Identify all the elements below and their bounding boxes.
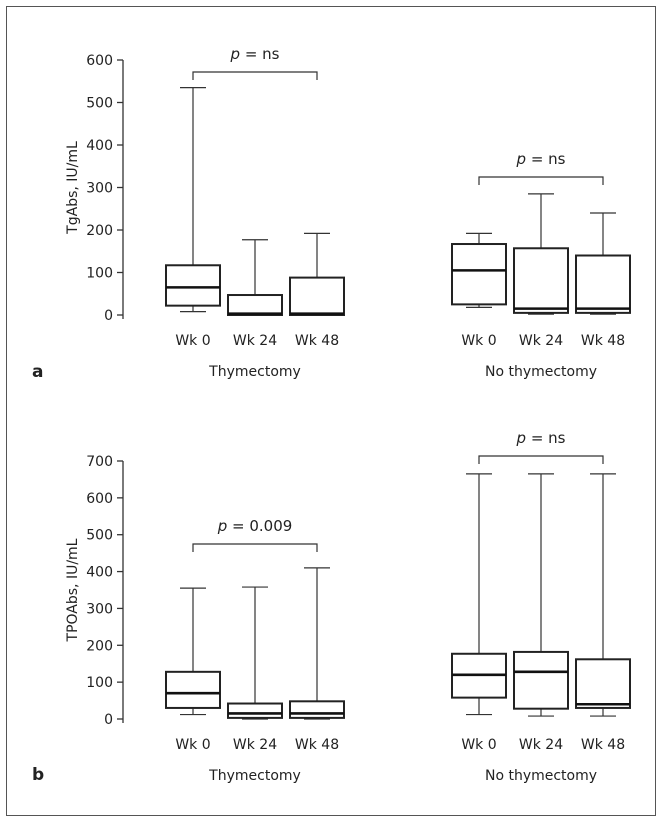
box-iqr xyxy=(575,254,631,314)
panel-letter: a xyxy=(32,362,43,382)
p-value-annotation: p = ns xyxy=(230,45,280,63)
x-category-label: Wk 0 xyxy=(461,333,496,349)
x-category-label: Wk 48 xyxy=(295,737,339,753)
y-tick-label: 200 xyxy=(86,638,113,654)
y-tick-label: 700 xyxy=(86,454,113,470)
box-iqr xyxy=(513,247,569,314)
x-category-label: Wk 48 xyxy=(581,333,625,349)
group-label: Thymectomy xyxy=(208,364,301,380)
y-tick-label: 0 xyxy=(104,308,113,324)
box-iqr xyxy=(289,700,345,719)
y-axis-label: TgAbs, IU/mL xyxy=(65,141,81,235)
box-iqr xyxy=(513,650,569,710)
y-tick-label: 400 xyxy=(86,565,113,581)
box-iqr xyxy=(289,276,345,317)
significance-bracket xyxy=(192,71,318,80)
y-tick-label: 200 xyxy=(86,223,113,239)
x-category-label: Wk 48 xyxy=(295,333,339,349)
panel-letter: b xyxy=(32,765,44,785)
box-iqr xyxy=(165,670,221,709)
group-label: No thymectomy xyxy=(485,364,597,380)
p-value-annotation: p = ns xyxy=(516,150,566,168)
y-tick-label: 500 xyxy=(86,528,113,544)
box-iqr xyxy=(227,702,283,719)
group-label: No thymectomy xyxy=(485,768,597,784)
y-tick-label: 300 xyxy=(86,601,113,617)
y-tick-label: 100 xyxy=(86,266,113,282)
y-axis-label: TPOAbs, IU/mL xyxy=(65,538,81,642)
x-category-label: Wk 0 xyxy=(175,333,210,349)
y-tick-label: 600 xyxy=(86,53,113,69)
significance-bracket xyxy=(192,543,318,552)
x-category-label: Wk 24 xyxy=(519,333,563,349)
group-label: Thymectomy xyxy=(208,768,301,784)
y-tick-label: 0 xyxy=(104,712,113,728)
y-tick-label: 500 xyxy=(86,96,113,112)
panel-a: 0 100 200 300 400 500 600 TgAbs, IU/mL a Wk 0 Wk 2… xyxy=(32,45,631,382)
y-tick-label: 300 xyxy=(86,181,113,197)
significance-bracket xyxy=(478,176,604,185)
panel-b: 0 100 200 300 400 500 600 700 TPOAbs, IU/mL b Wk 0… xyxy=(32,429,631,785)
y-tick-label: 100 xyxy=(86,675,113,691)
box-iqr xyxy=(451,243,507,306)
x-category-label: Wk 24 xyxy=(233,333,277,349)
box-iqr xyxy=(575,658,631,709)
box-iqr xyxy=(165,264,221,307)
x-category-label: Wk 24 xyxy=(519,737,563,753)
p-value-annotation: p = ns xyxy=(516,429,566,447)
x-category-label: Wk 48 xyxy=(581,737,625,753)
box-iqr xyxy=(227,294,283,316)
significance-bracket xyxy=(478,455,604,464)
x-category-label: Wk 0 xyxy=(175,737,210,753)
x-category-label: Wk 24 xyxy=(233,737,277,753)
y-tick-label: 600 xyxy=(86,491,113,507)
p-value-annotation: p = 0.009 xyxy=(217,517,293,535)
y-tick-label: 400 xyxy=(86,138,113,154)
x-category-label: Wk 0 xyxy=(461,737,496,753)
